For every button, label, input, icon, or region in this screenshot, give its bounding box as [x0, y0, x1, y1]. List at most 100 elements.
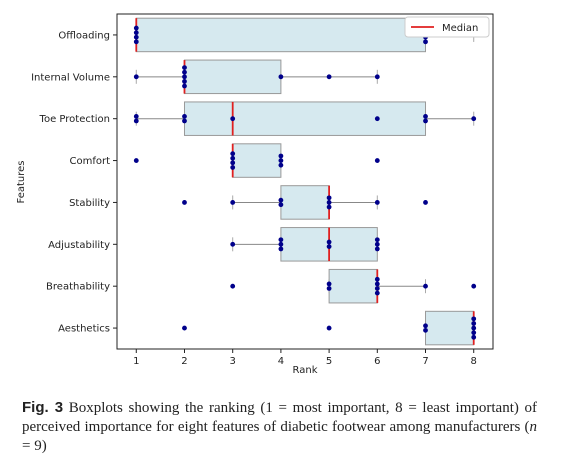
data-point-comfort [278, 158, 284, 163]
data-point-stability [326, 204, 332, 210]
data-point-stability [278, 202, 284, 208]
box-aesthetics [425, 310, 475, 346]
data-point-toe-protection [471, 116, 477, 122]
legend-frame [404, 16, 490, 38]
data-point-internal-volume [326, 74, 332, 80]
data-point-internal-volume [374, 74, 380, 80]
data-point-offloading [133, 34, 139, 40]
data-point-breathability [374, 276, 380, 282]
data-point-toe-protection [182, 113, 187, 119]
data-point-adjustability [326, 244, 332, 250]
data-point-adjustability [326, 239, 332, 245]
data-point-adjustability [374, 237, 380, 243]
data-point-aesthetics [471, 325, 477, 331]
x-tick-label-4: 4 [278, 356, 284, 367]
data-point-internal-volume [182, 65, 187, 71]
box-toe-protection [183, 101, 427, 136]
data-point-comfort [133, 158, 139, 163]
data-point-internal-volume [182, 83, 187, 89]
data-point-internal-volume [182, 69, 187, 75]
y-tick-label-comfort: Comfort [69, 156, 110, 167]
data-point-aesthetics [182, 325, 187, 331]
data-point-toe-protection [182, 118, 187, 124]
data-point-comfort [230, 160, 236, 166]
data-point-toe-protection [423, 118, 428, 124]
x-tick-label-8: 8 [471, 356, 477, 367]
y-tick-label-offloading: Offloading [58, 30, 110, 41]
x-tick-label-5: 5 [326, 356, 332, 367]
data-point-aesthetics [423, 327, 428, 333]
data-point-toe-protection [423, 113, 428, 119]
data-point-aesthetics [471, 316, 477, 322]
data-point-comfort [374, 158, 380, 163]
data-point-adjustability [278, 246, 284, 252]
y-axis: Offloading Internal Volume Toe Protection C… [31, 30, 117, 335]
y-axis-title: Features [16, 161, 27, 204]
x-tick-label-2: 2 [181, 356, 187, 367]
plot-frame [116, 13, 494, 350]
data-point-offloading [133, 39, 139, 45]
data-point-aesthetics [423, 323, 428, 329]
data-point-adjustability [230, 241, 236, 247]
boxplot-chart: 1 2 3 4 5 6 7 8 Offloading Internal Volume Toe Pr… [16, 13, 494, 376]
data-point-stability [423, 200, 428, 205]
box-internal-volume [183, 59, 282, 95]
x-tick-label-1: 1 [133, 356, 139, 367]
x-tick-label-7: 7 [422, 356, 428, 367]
data-point-internal-volume [182, 74, 187, 80]
figure-caption: Fig. 3 Boxplots showing the ranking (1 =… [22, 398, 537, 456]
y-tick-label-internal-volume: Internal Volume [31, 72, 110, 83]
data-point-aesthetics [471, 334, 477, 340]
y-tick-label-aesthetics: Aesthetics [58, 324, 110, 335]
data-point-aesthetics [471, 321, 477, 326]
y-tick-label-breathability: Breathability [46, 282, 110, 293]
caption-n-symbol: n [529, 419, 538, 435]
data-point-internal-volume [133, 74, 139, 80]
data-point-stability [230, 200, 236, 205]
data-point-comfort [230, 151, 236, 157]
data-point-internal-volume [182, 79, 187, 84]
data-point-aesthetics [326, 325, 332, 331]
data-point-comfort [278, 162, 284, 168]
data-point-breathability [230, 283, 236, 289]
x-axis: 1 2 3 4 5 6 7 8 [133, 349, 477, 367]
data-point-toe-protection [133, 113, 139, 119]
data-point-offloading [133, 25, 139, 31]
data-point-toe-protection [374, 116, 380, 122]
data-point-aesthetics [471, 330, 477, 336]
data-point-comfort [278, 153, 284, 159]
x-tick-label-3: 3 [230, 356, 236, 367]
data-point-comfort [230, 165, 236, 170]
data-point-offloading [133, 30, 139, 36]
data-point-internal-volume [278, 74, 284, 80]
data-point-stability [278, 197, 284, 203]
data-point-breathability [423, 283, 428, 289]
data-point-breathability [471, 283, 477, 289]
box-offloading [135, 17, 427, 53]
data-point-stability [326, 200, 332, 205]
box-comfort [232, 143, 282, 178]
data-point-breathability [374, 281, 380, 287]
legend: Median [404, 16, 490, 38]
caption-text: Boxplots showing the ranking (1 = most i… [22, 400, 537, 435]
data-point-breathability [326, 281, 332, 287]
data-point-toe-protection [230, 116, 236, 122]
data-point-comfort [230, 155, 236, 161]
data-point-stability [374, 200, 380, 205]
figure-label: Fig. 3 [22, 399, 64, 416]
data-point-toe-protection [133, 118, 139, 124]
x-axis-title: Rank [293, 365, 318, 376]
data-point-stability [182, 200, 187, 205]
y-tick-label-stability: Stability [69, 198, 110, 209]
data-point-offloading [423, 39, 428, 45]
data-point-stability [326, 195, 332, 201]
data-point-breathability [374, 290, 380, 296]
data-point-adjustability [374, 241, 380, 247]
data-point-breathability [374, 286, 380, 291]
box-stability [280, 185, 330, 220]
legend-median-label: Median [442, 23, 478, 34]
y-tick-label-adjustability: Adjustability [48, 240, 110, 251]
caption-text-end: = 9) [22, 438, 47, 454]
data-point-adjustability [278, 241, 284, 247]
y-tick-label-toe-protection: Toe Protection [39, 114, 110, 125]
